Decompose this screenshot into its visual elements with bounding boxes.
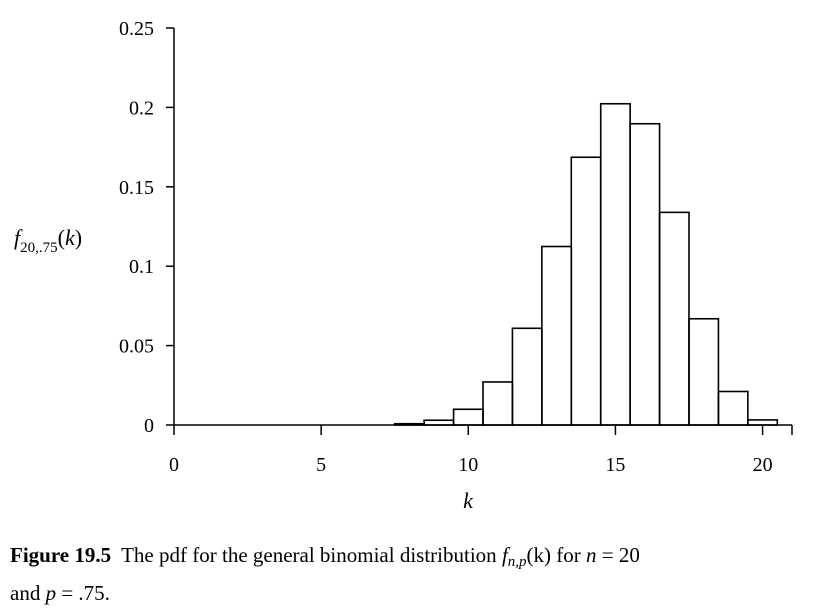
x-tick-label: 15 [605,454,625,476]
caption-line2-start: and [10,581,46,605]
y-axis-title-arg-close: ) [75,225,82,250]
y-axis-title: f20,.75(k) [14,225,82,256]
y-tick-label: 0.2 [129,97,154,119]
histogram-bar [629,122,661,426]
caption-figure-number: Figure 19.5 [10,543,112,567]
x-tick-label: 0 [169,454,179,476]
histogram-bar [717,390,749,426]
y-tick-label: 0.15 [119,177,154,199]
y-axis-title-arg-open: ( [58,225,65,250]
histogram-bar [541,245,573,426]
x-axis: 0 5 10 15 20 [169,424,793,476]
caption-line-2: and p = .75. [10,578,810,609]
y-axis-title-subscript: 20,.75 [20,240,58,256]
histogram-bar [658,211,690,426]
caption-n-var: n [586,543,597,567]
x-axis-title: k [463,488,474,513]
caption-func: f [501,543,508,567]
x-tick-label: 5 [316,454,326,476]
histogram-bar [570,156,602,426]
caption-func-sub: n,p [507,554,527,570]
caption-p-var: p [45,581,57,605]
x-tick-label: 10 [458,454,478,476]
chart: 00.050.10.150.20.25 0 5 10 15 20 k f20,.75(k… [14,18,793,513]
histogram-bar [747,419,779,426]
y-tick-label: 0 [144,415,154,437]
caption-p-eq: = .75. [56,581,110,605]
y-axis-title-arg: k [65,225,76,250]
histogram-bar [688,317,720,426]
histogram-bar [511,327,543,426]
histogram-bar [452,408,484,426]
y-axis-title-func: f [14,225,23,250]
y-tick-label: 0.1 [129,256,154,278]
histogram-bar [393,422,425,426]
y-tick-label: 0.05 [119,336,154,358]
x-tick-label: 20 [753,454,773,476]
y-axis: 0 0.05 0.1 0.15 0.2 0.25 [119,18,175,437]
caption-func-arg: (k) [526,543,552,567]
caption-text-before: The pdf for the general binomial distrib… [121,543,502,567]
figure-caption: Figure 19.5 The pdf for the general binom… [10,540,810,609]
histogram-bar [423,419,455,426]
histogram-bar [599,102,631,426]
histogram-bars [393,102,779,426]
histogram-bar [482,381,514,426]
caption-text-mid: for [551,543,587,567]
caption-n-eq: = 20 [596,543,640,567]
caption-line-1: Figure 19.5 The pdf for the general binom… [10,540,810,578]
y-tick-label: 0.25 [119,18,154,40]
